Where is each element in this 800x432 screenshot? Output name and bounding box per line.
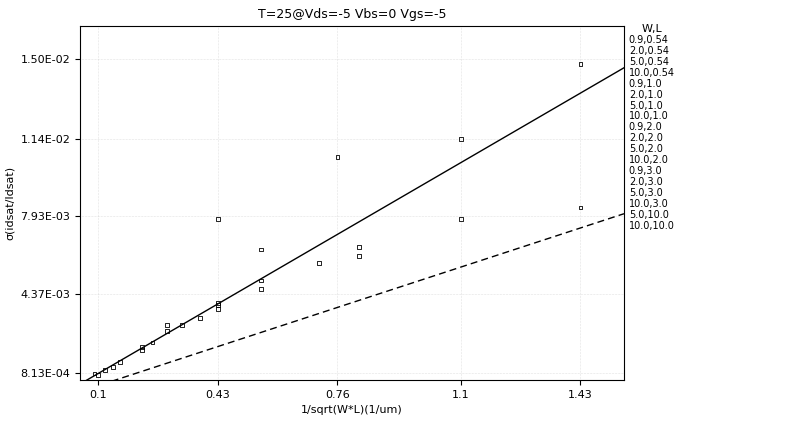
Point [161, 321, 174, 328]
Point [194, 314, 206, 321]
Point [454, 135, 467, 142]
Point [161, 328, 174, 335]
Point [255, 286, 268, 293]
Point [175, 321, 188, 328]
Point [106, 363, 119, 370]
Point [211, 215, 224, 222]
Y-axis label: σ(idsat/Idsat): σ(idsat/Idsat) [5, 166, 15, 240]
Point [331, 153, 344, 160]
Point [146, 339, 159, 346]
Point [574, 204, 587, 211]
Point [88, 370, 101, 377]
Point [211, 302, 224, 308]
X-axis label: 1/sqrt(W*L)(1/um): 1/sqrt(W*L)(1/um) [301, 406, 403, 416]
Point [574, 60, 587, 67]
Point [211, 306, 224, 313]
Legend: 0.9,0.54, 2.0,0.54, 5.0,0.54, 10.0,0.54, 0.9,1.0, 2.0,1.0, 5.0,1.0, 10.0,1.0, 0.: 0.9,0.54, 2.0,0.54, 5.0,0.54, 10.0,0.54,… [629, 24, 675, 231]
Point [92, 372, 105, 378]
Point [114, 359, 126, 366]
Point [353, 244, 366, 251]
Point [454, 215, 467, 222]
Point [211, 299, 224, 306]
Point [255, 246, 268, 253]
Title: T=25@Vds=-5 Vbs=0 Vgs=-5: T=25@Vds=-5 Vbs=0 Vgs=-5 [258, 8, 446, 21]
Point [255, 277, 268, 284]
Point [135, 343, 148, 350]
Point [99, 367, 112, 374]
Point [313, 259, 326, 266]
Point [353, 253, 366, 260]
Point [135, 347, 148, 354]
